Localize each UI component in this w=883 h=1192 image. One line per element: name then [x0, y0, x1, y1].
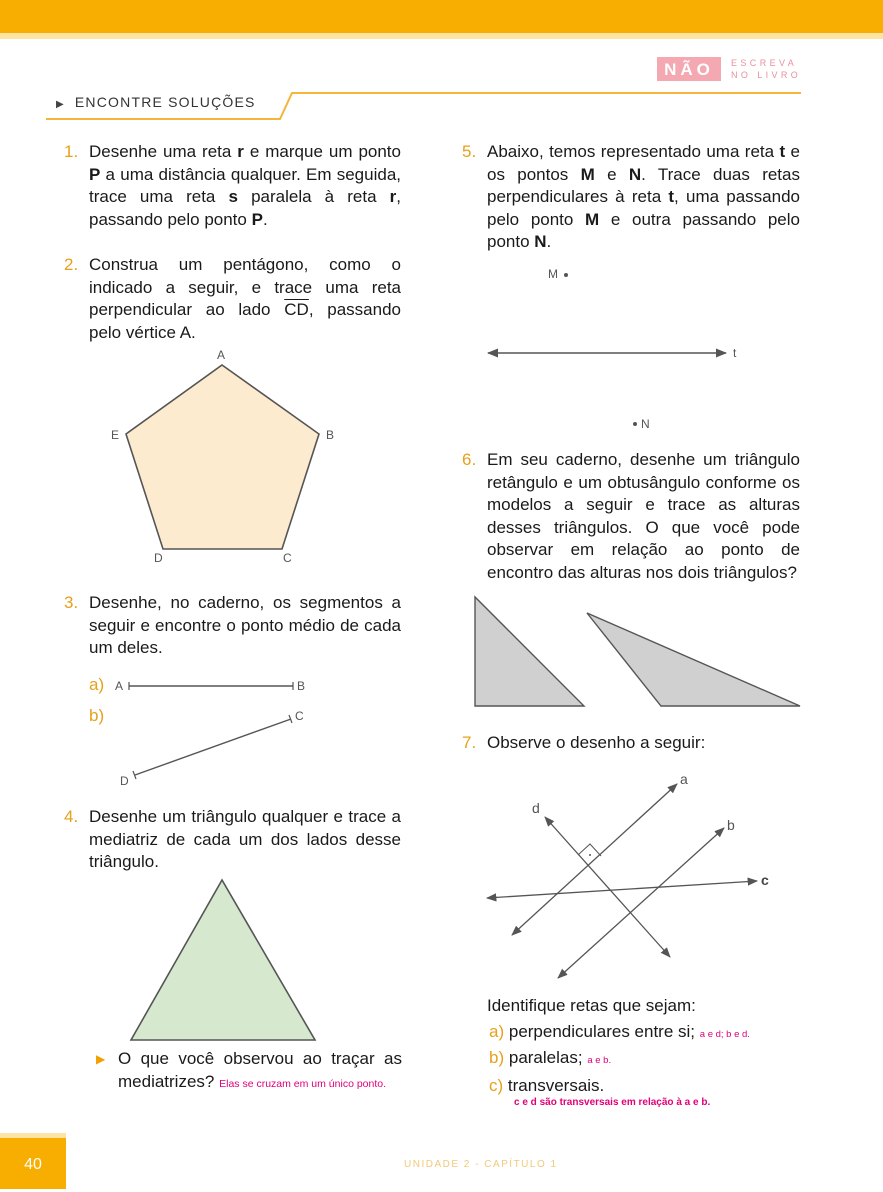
obtuse-triangle [586, 612, 801, 707]
top-banner [0, 0, 883, 33]
q7-identify: Identifique retas que sejam: [487, 996, 696, 1015]
page-number: 40 [0, 1138, 66, 1189]
unit-chapter: UNIDADE 2 - CAPÍTULO 1 [404, 1159, 558, 1170]
line-t-label: t [733, 346, 737, 360]
line-c [485, 877, 759, 902]
section-header-rule [46, 92, 801, 120]
question-2: 2. Construa um pentágono, como o indicad… [64, 255, 401, 342]
q7-answer-a: a e d; b e d. [699, 1029, 750, 1040]
q3-item-a: a) [89, 675, 105, 694]
point-a-label: A [115, 679, 124, 693]
question-7: 7. Observe o desenho a seguir: [462, 733, 706, 752]
point-m [564, 273, 568, 277]
right-triangle [474, 595, 586, 707]
pentagon [125, 364, 320, 550]
play-icon: ▶ [96, 1052, 106, 1066]
q7-answer-b: a e b. [587, 1055, 612, 1066]
section-title: ▶ ENCONTRE SOLUÇÕES [56, 94, 256, 110]
vertex-d-label: D [154, 551, 163, 565]
vertex-b-label: B [326, 428, 335, 442]
question-6: 6. Em seu caderno, desenhe um triângulo … [462, 450, 800, 582]
question-4: 4. Desenhe um triângulo qualquer e trace… [64, 807, 401, 872]
right-angle-mark [577, 843, 602, 857]
line-a-label: a [680, 771, 688, 787]
vertex-a-label: A [217, 348, 226, 362]
nao-escreva-text: ESCREVA NO LIVRO [731, 58, 802, 80]
vertex-c-label: C [283, 551, 292, 565]
point-n-label: N [641, 417, 650, 431]
line-c-label: c [761, 872, 769, 888]
line-d [544, 816, 671, 958]
q4-sub-question: ▶ O que você observou ao traçar as media… [96, 1049, 402, 1091]
top-banner-stripe [0, 33, 883, 39]
line-b-label: b [727, 817, 735, 833]
q7-item-a: a) perpendiculares entre si; a e d; b e … [489, 1022, 750, 1041]
question-3: 3. Desenhe, no caderno, os segmentos a s… [64, 593, 401, 658]
footer-stripe [0, 1133, 66, 1138]
point-n [633, 422, 637, 426]
question-1: 1. Desenhe uma reta r e marque um ponto … [64, 142, 402, 229]
line-d-label: d [532, 800, 540, 816]
triangle-q4 [129, 878, 317, 1041]
question-5: 5. Abaixo, temos representado uma reta t… [462, 142, 801, 252]
segment-cd [134, 718, 292, 776]
point-d-label: D [120, 774, 129, 788]
point-c-label: C [295, 709, 304, 723]
q4-answer: Elas se cruzam em um único ponto. [219, 1077, 387, 1090]
q7-answer-c: c e d são transversais em relação à a e … [514, 1097, 711, 1108]
nao-escreva-badge: NÃO [657, 57, 721, 81]
play-icon: ▶ [56, 99, 65, 110]
point-m-label: M [548, 267, 558, 281]
q7-item-b: b) paralelas; a e b. [489, 1048, 612, 1067]
q7-item-c: c) transversais. [489, 1076, 605, 1095]
q3-item-b: b) [89, 706, 105, 725]
vertex-e-label: E [111, 428, 120, 442]
point-b-label: B [297, 679, 306, 693]
